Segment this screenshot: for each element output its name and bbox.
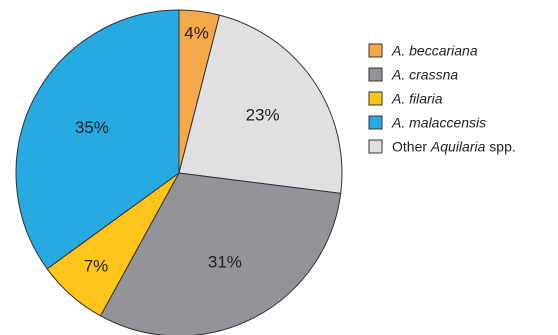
pie-slice-aquilaria	[178, 14, 343, 194]
pie-slice-a-crassna	[99, 172, 342, 335]
legend-swatch-a-crassna	[368, 67, 383, 82]
legend-label-a-crassna: A. crassna	[391, 66, 458, 82]
slice-label-aquilaria: 23%	[246, 106, 280, 125]
pie-slices	[15, 9, 343, 335]
legend-swatch-a-malaccensis	[368, 115, 383, 130]
legend-label-a-beccariana: A. beccariana	[391, 42, 478, 58]
legend-label-aquilaria: Other Aquilaria spp.	[392, 138, 516, 154]
pie-slice-a-malaccensis	[15, 9, 180, 270]
slice-label-a-beccariana: 4%	[184, 23, 209, 42]
pie-labels: 4% 23% 31% 7% 35%	[75, 23, 280, 275]
legend-swatch-a-filaria	[368, 91, 383, 106]
legend-swatch-a-beccariana	[368, 43, 383, 58]
legend: A. beccariana A. crassna A. filaria A. mala…	[368, 42, 516, 154]
slice-label-a-malaccensis: 35%	[75, 118, 109, 137]
legend-label-a-filaria: A. filaria	[391, 90, 443, 106]
slice-label-a-filaria: 7%	[84, 257, 109, 276]
legend-swatch-aquilaria	[368, 139, 383, 154]
slice-label-a-crassna: 31%	[208, 252, 242, 271]
legend-label-a-malaccensis: A. malaccensis	[391, 114, 486, 130]
